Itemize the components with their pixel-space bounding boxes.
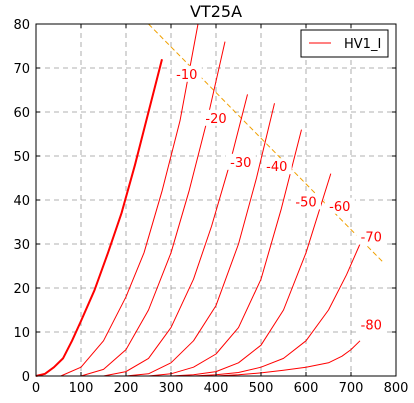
y-tick-label: 40 [13, 194, 30, 209]
x-tick-label: 800 [384, 381, 409, 396]
curve-label: -50 [295, 195, 316, 210]
x-tick-label: 200 [114, 381, 139, 396]
x-tick-label: 400 [204, 381, 229, 396]
curve-label: -70 [361, 231, 382, 246]
axis-ticks: 0 100 200 300 400 500 600 700 800 0 10 20 30 40 50 60 70… [13, 18, 408, 396]
curve-grid-50 [148, 129, 302, 377]
y-tick-label: 80 [13, 18, 30, 33]
curve-label: -40 [266, 160, 287, 175]
curve-grid-20 [80, 41, 226, 377]
curve-grid-10 [60, 23, 199, 377]
curve-label: -60 [329, 200, 350, 215]
chart-title: VT25A [190, 2, 242, 21]
curve-label-bg [225, 153, 256, 170]
curve-labels-layer: -10 -20 -30 -40 -50 -60 -70 -80 [171, 65, 387, 334]
y-tick-label: 30 [13, 238, 30, 253]
curve-label: -10 [176, 68, 197, 83]
curve-label-bg [356, 228, 387, 245]
curve-label-bg [291, 193, 321, 210]
x-tick-label: 100 [69, 381, 94, 396]
curve-label-bg [201, 109, 231, 126]
y-tick-label: 50 [13, 150, 30, 165]
curve-label: -80 [361, 319, 382, 334]
curve-grid-30 [103, 94, 248, 377]
legend-label: HV1_I [344, 37, 381, 52]
x-tick-label: 500 [249, 381, 274, 396]
legend: HV1_I [300, 29, 389, 58]
y-tick-label: 10 [13, 326, 30, 341]
curves-layer [35, 23, 361, 377]
y-tick-label: 20 [13, 282, 30, 297]
x-tick-label: 300 [159, 381, 184, 396]
x-tick-label: 0 [32, 381, 40, 396]
x-tick-label: 700 [339, 381, 364, 396]
curve-grid-60 [170, 173, 332, 377]
curve-grid-80 [215, 340, 361, 377]
y-tick-label: 0 [22, 370, 30, 385]
curve-label-bg [261, 158, 292, 175]
curve-label-bg [171, 65, 202, 82]
curve-grid-40 [125, 103, 275, 377]
y-tick-label: 70 [13, 62, 30, 77]
curve-label-bg [356, 316, 387, 333]
curve-label-bg [324, 197, 355, 214]
y-tick-label: 60 [13, 106, 30, 121]
x-tick-label: 600 [294, 381, 319, 396]
curve-label: -30 [230, 156, 251, 171]
curve-grid-70 [193, 243, 361, 377]
curve-zero-bias [35, 58, 163, 377]
curve-label: -20 [205, 112, 226, 127]
